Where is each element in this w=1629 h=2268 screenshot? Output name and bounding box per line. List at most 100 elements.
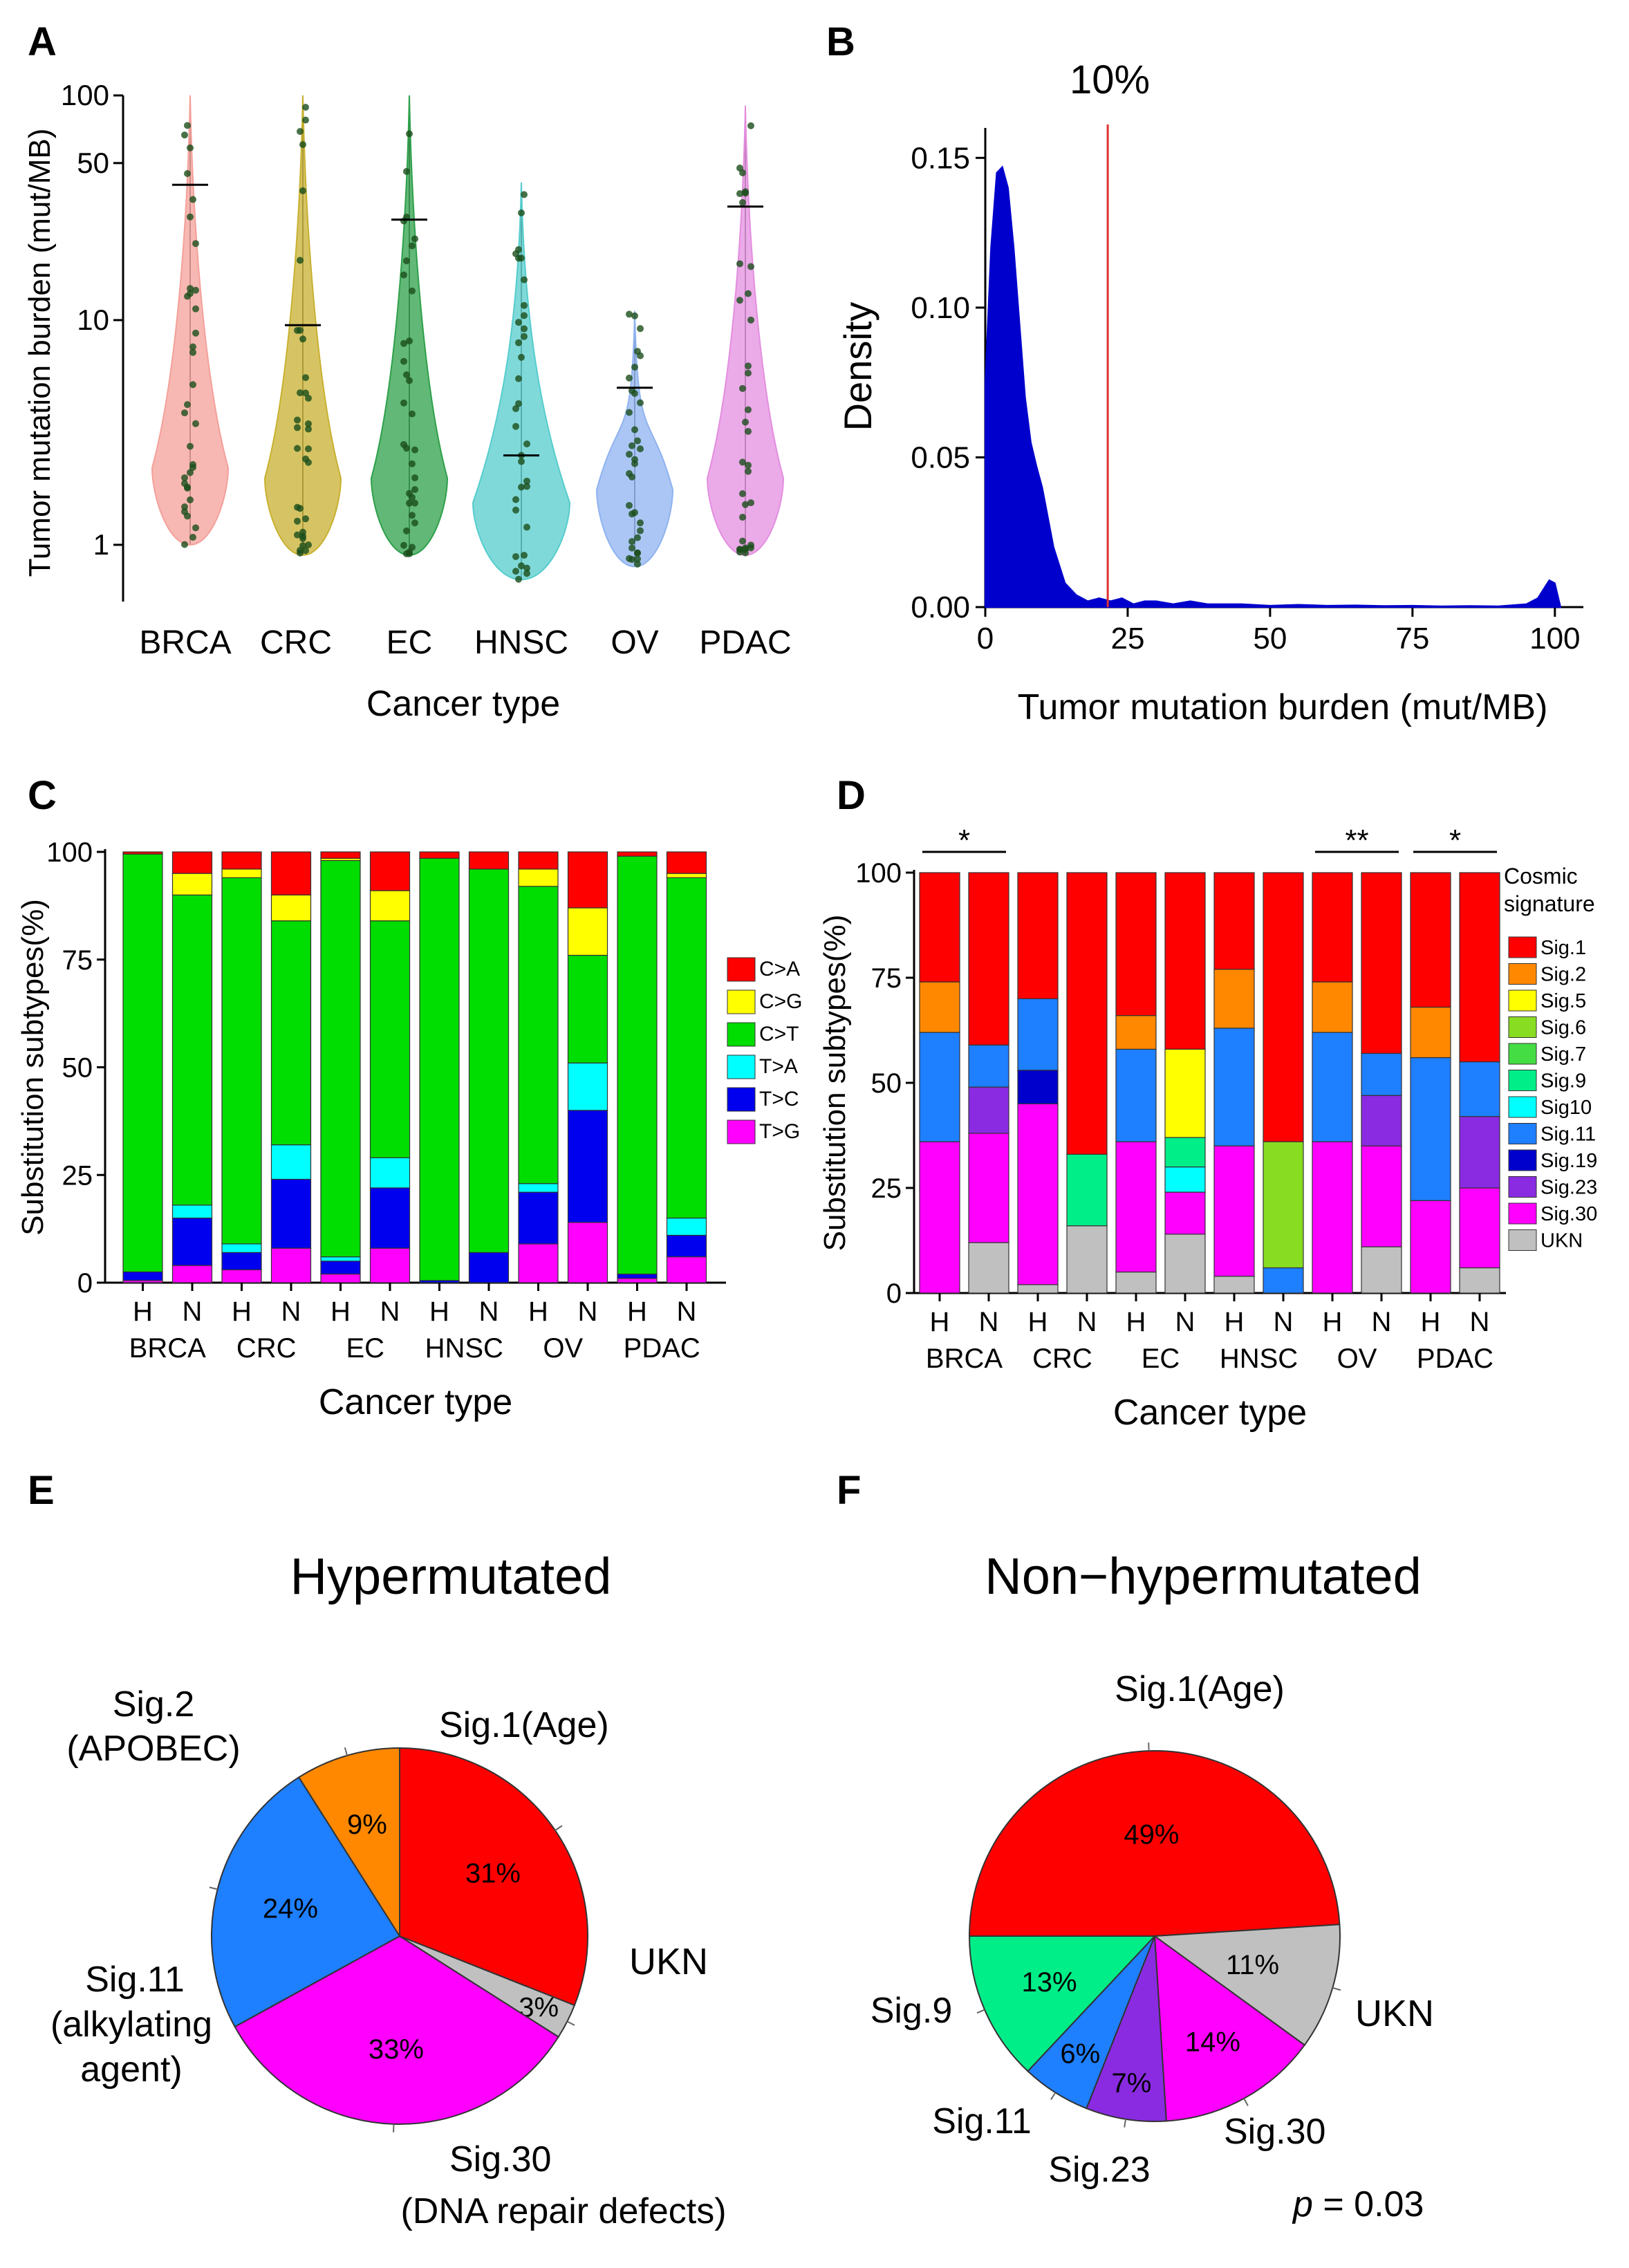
legend-label-sig-6: Sig.6 [1540, 1017, 1586, 1039]
data-point-ov [629, 473, 635, 481]
data-point-pdac [745, 406, 752, 413]
data-point-pdac [739, 458, 746, 466]
group-label-hnsc: HNSC [425, 1333, 503, 1364]
pie-pct-sig-30: 33% [369, 2034, 424, 2065]
bar-segment-sig-2 [1115, 1015, 1157, 1050]
density-chart-b: 0.00 0.05 0.10 0.15 0 25 50 75 100 10% Density Tumo… [836, 57, 1583, 727]
y-tick-label: 0.05 [911, 440, 970, 474]
x-tick-label: 25 [1110, 622, 1144, 656]
data-point-pdac [745, 461, 752, 469]
legend-swatch-sig-2 [1508, 963, 1537, 985]
threshold-annotation: 10% [1070, 57, 1150, 102]
data-point-ec [409, 410, 416, 418]
data-point-pdac [742, 418, 749, 426]
bar-segment-sig-30 [1213, 1145, 1255, 1277]
bar-segment-c-a [617, 851, 658, 857]
pie-tick-ukn [566, 2020, 575, 2026]
data-point-hnsc [512, 506, 519, 514]
bar-segment-t-g [369, 1247, 411, 1283]
data-point-ec [411, 446, 418, 454]
x-tick-label: N [380, 1296, 400, 1327]
data-point-pdac [747, 544, 754, 552]
bar-segment-sig-2 [1410, 1006, 1451, 1059]
data-point-brca [189, 348, 196, 356]
bar-segment-c-t [666, 877, 707, 1219]
pie-tick-sig-2 [344, 1747, 348, 1756]
data-point-ec [409, 512, 416, 519]
x-tick-label: H [1225, 1307, 1245, 1337]
pie-pct-sig-30: 14% [1185, 2027, 1240, 2058]
bar-segment-sig-11 [1017, 998, 1059, 1071]
x-tick-label: N [578, 1296, 598, 1327]
data-point-hnsc [512, 422, 519, 430]
data-point-ov [637, 519, 644, 527]
data-point-ec [400, 357, 407, 365]
bar-segment-c-t [419, 857, 460, 1281]
bar-segment-c-t [468, 868, 510, 1253]
bar-segment-c-t [270, 920, 312, 1146]
data-point-ov [629, 442, 635, 449]
group-label-hnsc: HNSC [1220, 1344, 1298, 1374]
data-point-crc [299, 141, 306, 149]
x-tick-label-pdac: PDAC [699, 624, 791, 661]
data-point-crc [302, 547, 309, 555]
x-tick-label: H [930, 1307, 950, 1337]
panel-label-f: F [837, 1468, 861, 1513]
bar-segment-sig-6 [1263, 1141, 1304, 1269]
significance-marker: ** [1345, 824, 1368, 857]
x-tick-label: N [1372, 1307, 1392, 1337]
bar-segment-sig-30 [1115, 1141, 1157, 1273]
bar-segment-t-g [666, 1256, 707, 1283]
data-point-crc [302, 515, 309, 523]
legend-label-sig-30: Sig.30 [1540, 1203, 1597, 1225]
group-label-ec: EC [1142, 1344, 1180, 1374]
data-point-brca [192, 240, 199, 248]
data-point-pdac [745, 290, 752, 297]
y-tick-label: 50 [77, 147, 109, 179]
pie-label-sig-11-desc: (alkylating [50, 2005, 212, 2045]
data-point-ec [403, 371, 410, 378]
bar-segment-t-a [221, 1243, 262, 1253]
data-point-pdac [747, 263, 754, 270]
legend-swatch-sig-23 [1508, 1176, 1537, 1198]
data-point-ec [400, 217, 407, 225]
data-point-ec [409, 287, 416, 295]
group-label-pdac: PDAC [1417, 1344, 1493, 1374]
pie-label-sig-11: Sig.11 [932, 2101, 1032, 2141]
data-point-brca [187, 290, 194, 297]
data-point-ov [634, 555, 641, 563]
bar-segment-c-t [171, 894, 213, 1206]
data-point-crc [294, 424, 301, 431]
data-point-brca [181, 474, 188, 481]
data-point-brca [187, 496, 194, 503]
bar-segment-sig-23 [1459, 1116, 1500, 1189]
data-point-crc [299, 335, 306, 343]
bar-segment-c-t [221, 877, 262, 1245]
data-point-ec [411, 499, 418, 507]
data-point-ec [409, 242, 416, 250]
bar-segment-t-c [369, 1187, 411, 1249]
bar-segment-c-a [221, 851, 262, 870]
data-point-ov [634, 348, 641, 355]
data-point-crc [305, 445, 312, 453]
bar-segment-c-t [617, 855, 658, 1275]
data-point-hnsc [521, 276, 528, 284]
data-point-hnsc [518, 562, 525, 570]
legend-label-sig-9: Sig.9 [1540, 1070, 1586, 1093]
data-point-ec [406, 337, 413, 345]
panel-label-a: A [28, 19, 57, 64]
bar-segment-sig-11 [968, 1044, 1009, 1088]
legend-swatch-sig10 [1508, 1096, 1537, 1118]
x-tick-label: N [1274, 1307, 1294, 1337]
legend-label-sig-11: Sig.11 [1540, 1124, 1596, 1146]
bar-segment-sig-1 [1410, 872, 1451, 1008]
data-point-hnsc [521, 301, 528, 309]
data-point-pdac [736, 165, 743, 172]
legend-label-sig10: Sig10 [1540, 1097, 1592, 1119]
data-point-pdac [747, 122, 754, 129]
data-point-hnsc [521, 333, 528, 340]
x-tick-label: N [1175, 1307, 1195, 1337]
y-tick-label: 0 [77, 1268, 93, 1299]
bar-segment-c-t [518, 886, 559, 1184]
legend-swatch-sig-9 [1508, 1070, 1537, 1091]
